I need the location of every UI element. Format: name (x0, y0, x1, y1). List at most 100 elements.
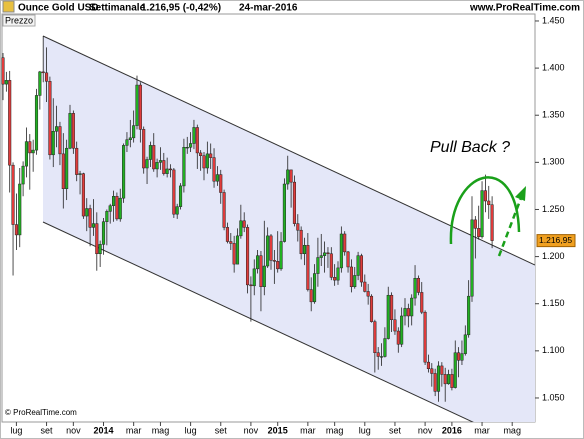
candle-body (189, 143, 193, 148)
x-tick-label: mar (300, 425, 316, 435)
candle-body (329, 253, 333, 278)
y-tick-label: 1.100 (542, 345, 565, 355)
candle-body (11, 164, 15, 225)
candle-body (212, 157, 216, 182)
last-change: 1.216,95 (-0,42%) (141, 3, 221, 14)
y-tick-label: 1.150 (542, 298, 565, 308)
candle-body (453, 352, 457, 388)
candle-body (118, 197, 122, 220)
candle-body (205, 153, 209, 169)
candle-body (81, 173, 85, 217)
candle-body (18, 183, 22, 236)
channel-lower (42, 221, 474, 422)
x-tick-label: 2014 (93, 425, 113, 435)
candle-body (386, 294, 390, 339)
y-tick-label: 1.050 (542, 392, 565, 402)
candle-body (75, 147, 79, 175)
candle-body (219, 174, 223, 193)
candle-body (179, 185, 183, 207)
candle-body (162, 160, 166, 174)
candle-body (88, 208, 92, 228)
candle-body (222, 192, 226, 228)
x-tick-label: lug (10, 425, 22, 435)
candle-body (48, 81, 52, 156)
candle-body (460, 353, 464, 361)
candle-body (115, 196, 119, 220)
candles (1, 36, 494, 402)
x-tick-label: 2016 (442, 425, 462, 435)
x-tick-label: nov (244, 425, 259, 435)
candle-body (403, 308, 407, 317)
channel-upper (42, 35, 535, 266)
y-tick-label: 1.300 (542, 157, 565, 167)
candle-body (128, 137, 132, 140)
candle-body (353, 275, 357, 288)
candle-body (68, 113, 72, 149)
x-tick-label: nov (418, 425, 433, 435)
panel-label: Prezzo (5, 15, 33, 25)
candle-body (168, 168, 173, 171)
candle-body (413, 278, 417, 299)
candle-body (122, 145, 126, 199)
candle-body (272, 260, 276, 262)
candle-body (279, 241, 283, 270)
candle-body (457, 352, 461, 361)
copyright: © ProRealTime.com (5, 408, 77, 417)
candle-body (249, 284, 253, 287)
candle-body (28, 141, 32, 154)
candle-body (430, 368, 434, 374)
candle-body (101, 221, 106, 245)
candle-body (232, 243, 236, 265)
y-tick-label: 1.200 (542, 251, 565, 261)
candle-body (252, 268, 256, 287)
candle-body (108, 205, 112, 212)
candle-body (142, 129, 146, 169)
annotation: Pull Back ? (430, 139, 510, 156)
candle-body (235, 235, 240, 265)
candle-body (390, 294, 394, 320)
candle-body (433, 373, 437, 392)
candle-body (349, 266, 353, 288)
candle-body (343, 233, 347, 253)
candle-body (21, 165, 25, 185)
candle-body (135, 84, 139, 126)
candle-body (98, 244, 102, 255)
candle-body (246, 227, 250, 286)
y-tick-label: 1.400 (542, 62, 565, 72)
candle-body (199, 152, 203, 156)
candle-body (31, 149, 35, 154)
candle-body (239, 220, 243, 237)
candle-body (366, 291, 370, 297)
candle-body (172, 169, 176, 215)
candle-body (34, 95, 39, 151)
candle-body (463, 334, 467, 354)
candle-body (423, 311, 427, 363)
candle-body (346, 251, 350, 268)
date: 24-mar-2016 (239, 3, 298, 14)
candle-body (326, 252, 330, 255)
candle-body (396, 330, 400, 345)
candle-body (158, 160, 162, 163)
x-tick-label: nov (66, 425, 81, 435)
candle-body (309, 289, 313, 303)
candle-body (266, 235, 270, 267)
candle-body (112, 196, 116, 206)
candle-body (125, 139, 129, 146)
candle-body (356, 255, 360, 276)
candle-body (195, 127, 199, 154)
candle-body (24, 141, 28, 167)
x-tick-label: set (41, 425, 54, 435)
candle-body (269, 235, 273, 261)
candle-body (296, 223, 300, 231)
candle-body (259, 255, 263, 288)
candle-body (78, 173, 82, 175)
candle-body (359, 255, 363, 283)
candle-body (165, 168, 169, 174)
candle-body (470, 219, 474, 297)
candle-body (209, 153, 213, 158)
candle-body (182, 147, 186, 187)
candle-body (376, 352, 380, 357)
candle-body (450, 374, 454, 388)
pullback-arc (449, 176, 521, 245)
